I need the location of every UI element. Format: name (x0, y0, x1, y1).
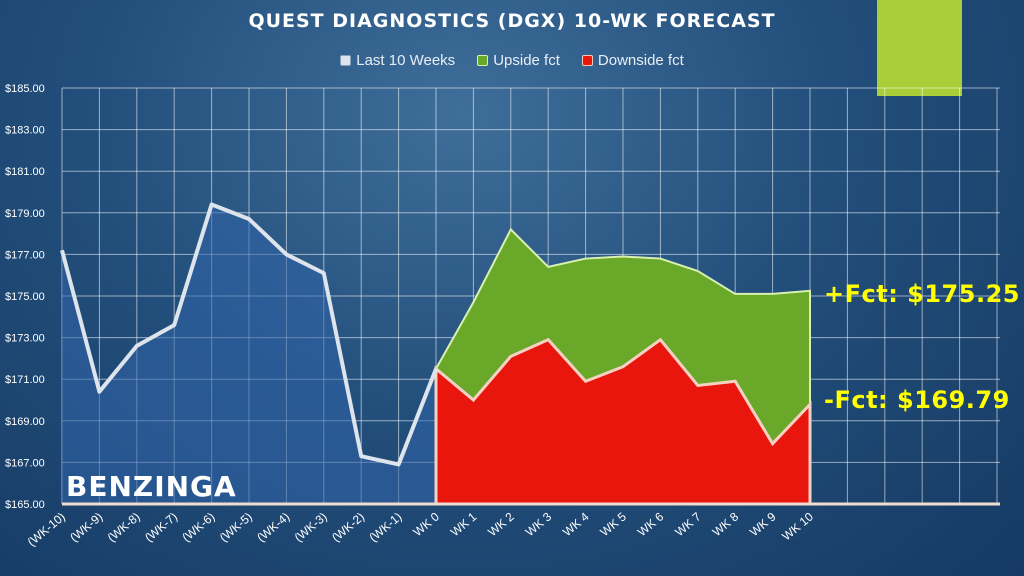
legend-label-last-10-weeks: Last 10 Weeks (356, 52, 456, 69)
y-tick-label: $169.00 (5, 416, 45, 428)
history-area-fill (62, 204, 436, 505)
chart-legend: Last 10 Weeks Upside fct Downside fct (0, 52, 1024, 69)
accent-block (877, 0, 962, 96)
x-tick-label: (WK-4) (254, 510, 292, 545)
x-tick-label: (WK-10) (25, 510, 68, 549)
y-tick-label: $171.00 (5, 374, 45, 386)
legend-swatch-upside-fct (477, 55, 489, 66)
y-tick-label: $165.00 (5, 499, 45, 511)
x-tick-label: WK 10 (779, 509, 816, 543)
x-tick-label: WK 8 (710, 509, 742, 539)
x-tick-label: (WK-1) (366, 510, 404, 545)
x-tick-label: (WK-8) (105, 510, 143, 545)
x-tick-label: (WK-6) (179, 510, 217, 545)
x-tick-label: WK 4 (560, 509, 592, 539)
y-tick-label: $179.00 (5, 208, 45, 220)
x-tick-label: (WK-9) (67, 510, 105, 545)
y-tick-label: $175.00 (5, 291, 45, 303)
downside-annotation: -Fct: $169.79 (824, 386, 1010, 414)
legend-label-downside-fct: Downside fct (597, 52, 684, 69)
y-tick-label: $181.00 (5, 166, 45, 178)
x-tick-label: WK 9 (747, 509, 779, 539)
chart-title: QUEST DIAGNOSTICS (DGX) 10-WK FORECAST (248, 10, 776, 32)
x-tick-label: WK 5 (597, 509, 629, 539)
x-tick-label: WK 2 (485, 509, 517, 539)
x-tick-label: WK 0 (410, 509, 442, 539)
x-tick-label: WK 3 (523, 509, 555, 539)
upside-annotation: +Fct: $175.25 (824, 280, 1020, 308)
x-tick-label: (WK-5) (217, 510, 255, 545)
legend-label-upside-fct: Upside fct (493, 52, 560, 69)
x-tick-label: WK 1 (448, 509, 480, 539)
x-tick-label: (WK-7) (142, 510, 180, 545)
x-tick-label: (WK-3) (292, 510, 330, 545)
y-tick-label: $167.00 (5, 457, 45, 469)
legend-swatch-downside-fct (581, 55, 593, 66)
y-tick-label: $177.00 (5, 249, 45, 261)
x-tick-label: WK 7 (672, 509, 704, 539)
y-tick-label: $183.00 (5, 125, 45, 137)
benzinga-logo: BENZINGA (66, 470, 237, 503)
y-tick-label: $185.00 (5, 83, 45, 95)
legend-item-upside-fct[interactable]: Upside fct (477, 52, 560, 69)
legend-item-downside-fct[interactable]: Downside fct (581, 52, 684, 69)
x-tick-label: WK 6 (635, 509, 667, 539)
y-tick-label: $173.00 (5, 333, 45, 345)
legend-item-last-10-weeks[interactable]: Last 10 Weeks (340, 52, 455, 69)
downside-area (434, 337, 812, 506)
legend-swatch-last-10-weeks (340, 55, 352, 66)
x-tick-label: (WK-2) (329, 510, 367, 545)
history-line (60, 202, 438, 467)
